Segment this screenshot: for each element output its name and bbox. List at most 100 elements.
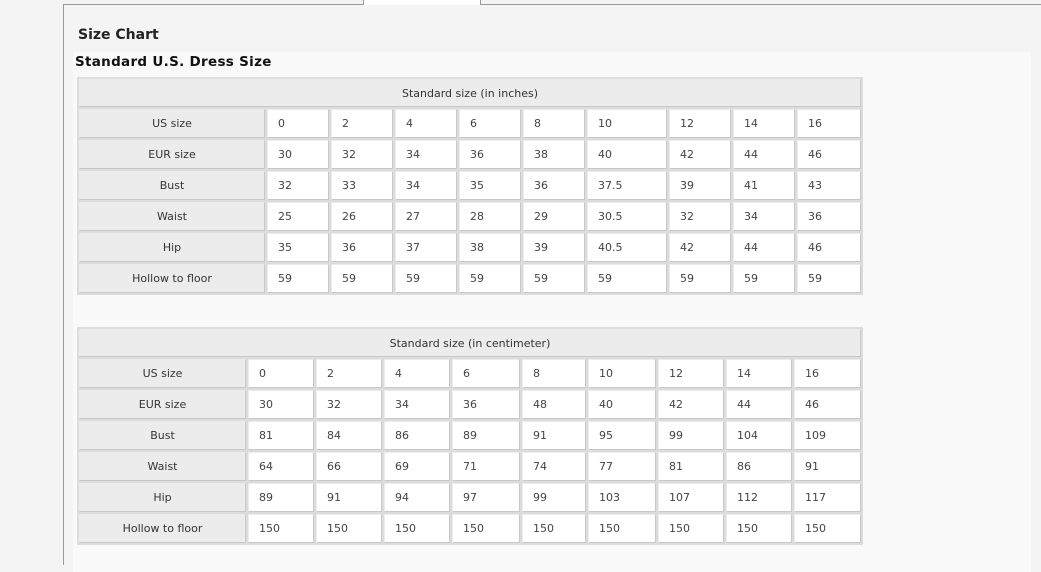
- table-cell: 91: [522, 421, 586, 450]
- table-cell: 89: [452, 421, 520, 450]
- table-cell: 6: [459, 109, 521, 138]
- table-cell: 39: [669, 171, 731, 200]
- table-cell: 37.5: [587, 171, 667, 200]
- table-cell: 4: [395, 109, 457, 138]
- row-label: US size: [79, 109, 265, 138]
- table-cell: 42: [669, 233, 731, 262]
- table-cell: 150: [248, 514, 314, 543]
- table-cell: 112: [726, 483, 792, 512]
- table-cell: 16: [794, 359, 861, 388]
- table-cell: 99: [658, 421, 724, 450]
- table-cell: 36: [459, 140, 521, 169]
- table-cell: 74: [522, 452, 586, 481]
- table-cell: 39: [523, 233, 585, 262]
- table-cell: 10: [588, 359, 656, 388]
- tab[interactable]: [363, 0, 481, 5]
- table-cell: 32: [316, 390, 382, 419]
- table-cell: 28: [459, 202, 521, 231]
- table-cell: 43: [797, 171, 861, 200]
- table-cell: 59: [267, 264, 329, 293]
- table-cell: 12: [669, 109, 731, 138]
- table-cell: 150: [588, 514, 656, 543]
- table-cell: 150: [726, 514, 792, 543]
- table-cell: 77: [588, 452, 656, 481]
- table-cell: 150: [316, 514, 382, 543]
- table-row: EUR size 30 32 34 36 48 40 42 44 46: [79, 390, 861, 419]
- table-cell: 34: [384, 390, 450, 419]
- table-cell: 150: [384, 514, 450, 543]
- table-cell: 35: [459, 171, 521, 200]
- table-row: EUR size 30 32 34 36 38 40 42 44 46: [79, 140, 861, 169]
- table-cell: 27: [395, 202, 457, 231]
- table-cell: 2: [316, 359, 382, 388]
- table-cell: 4: [384, 359, 450, 388]
- size-chart-panel: Size Chart Standard U.S. Dress Size Stan…: [63, 0, 1041, 572]
- row-label: US size: [79, 359, 246, 388]
- table-row: US size 0 2 4 6 8 10 12 14 16: [79, 109, 861, 138]
- table-cell: 36: [452, 390, 520, 419]
- table-cell: 12: [658, 359, 724, 388]
- table-cell: 30: [248, 390, 314, 419]
- table-cell: 42: [669, 140, 731, 169]
- table-cell: 37: [395, 233, 457, 262]
- table-cell: 44: [733, 140, 795, 169]
- table-cell: 38: [459, 233, 521, 262]
- table-cell: 46: [797, 233, 861, 262]
- table-cell: 34: [395, 171, 457, 200]
- table-cell: 30.5: [587, 202, 667, 231]
- table-cell: 8: [523, 109, 585, 138]
- section-title: Standard U.S. Dress Size: [75, 54, 272, 70]
- table-cell: 91: [316, 483, 382, 512]
- table-caption: Standard size (in inches): [79, 79, 861, 107]
- row-label: EUR size: [79, 390, 246, 419]
- table-row: Hollow to floor 59 59 59 59 59 59 59 59 59: [79, 264, 861, 293]
- table-cell: 30: [267, 140, 329, 169]
- table-cell: 14: [733, 109, 795, 138]
- table-cell: 25: [267, 202, 329, 231]
- table-cell: 46: [794, 390, 861, 419]
- table-row: Hip 89 91 94 97 99 103 107 112 117: [79, 483, 861, 512]
- table-cell: 33: [331, 171, 393, 200]
- table-cell: 59: [459, 264, 521, 293]
- table-cell: 0: [267, 109, 329, 138]
- table-cell: 86: [384, 421, 450, 450]
- table-cell: 40: [587, 140, 667, 169]
- row-label: Bust: [79, 421, 246, 450]
- table-cell: 86: [726, 452, 792, 481]
- table-cell: 81: [248, 421, 314, 450]
- table-cell: 117: [794, 483, 861, 512]
- table-cell: 59: [669, 264, 731, 293]
- table-cell: 46: [797, 140, 861, 169]
- table-row: US size 0 2 4 6 8 10 12 14 16: [79, 359, 861, 388]
- table-cell: 97: [452, 483, 520, 512]
- table-cell: 36: [331, 233, 393, 262]
- row-label: Waist: [79, 202, 265, 231]
- row-label: Hip: [79, 483, 246, 512]
- table-cell: 95: [588, 421, 656, 450]
- table-cell: 107: [658, 483, 724, 512]
- table-cell: 64: [248, 452, 314, 481]
- table-cell: 59: [587, 264, 667, 293]
- table-row: Waist 25 26 27 28 29 30.5 32 34 36: [79, 202, 861, 231]
- row-label: Bust: [79, 171, 265, 200]
- table-cell: 59: [523, 264, 585, 293]
- table-cell: 71: [452, 452, 520, 481]
- table-cell: 40.5: [587, 233, 667, 262]
- table-cell: 32: [669, 202, 731, 231]
- table-cell: 150: [794, 514, 861, 543]
- table-cell: 36: [523, 171, 585, 200]
- table-cell: 29: [523, 202, 585, 231]
- table-cell: 32: [331, 140, 393, 169]
- table-cell: 89: [248, 483, 314, 512]
- page-title: Size Chart: [78, 27, 159, 43]
- table-cell: 103: [588, 483, 656, 512]
- table-cell: 69: [384, 452, 450, 481]
- table-cell: 109: [794, 421, 861, 450]
- table-cell: 66: [316, 452, 382, 481]
- table-caption: Standard size (in centimeter): [79, 329, 861, 357]
- table-cell: 38: [523, 140, 585, 169]
- table-row: Bust 32 33 34 35 36 37.5 39 41 43: [79, 171, 861, 200]
- table-cell: 0: [248, 359, 314, 388]
- table-cell: 42: [658, 390, 724, 419]
- row-label: Hollow to floor: [79, 264, 265, 293]
